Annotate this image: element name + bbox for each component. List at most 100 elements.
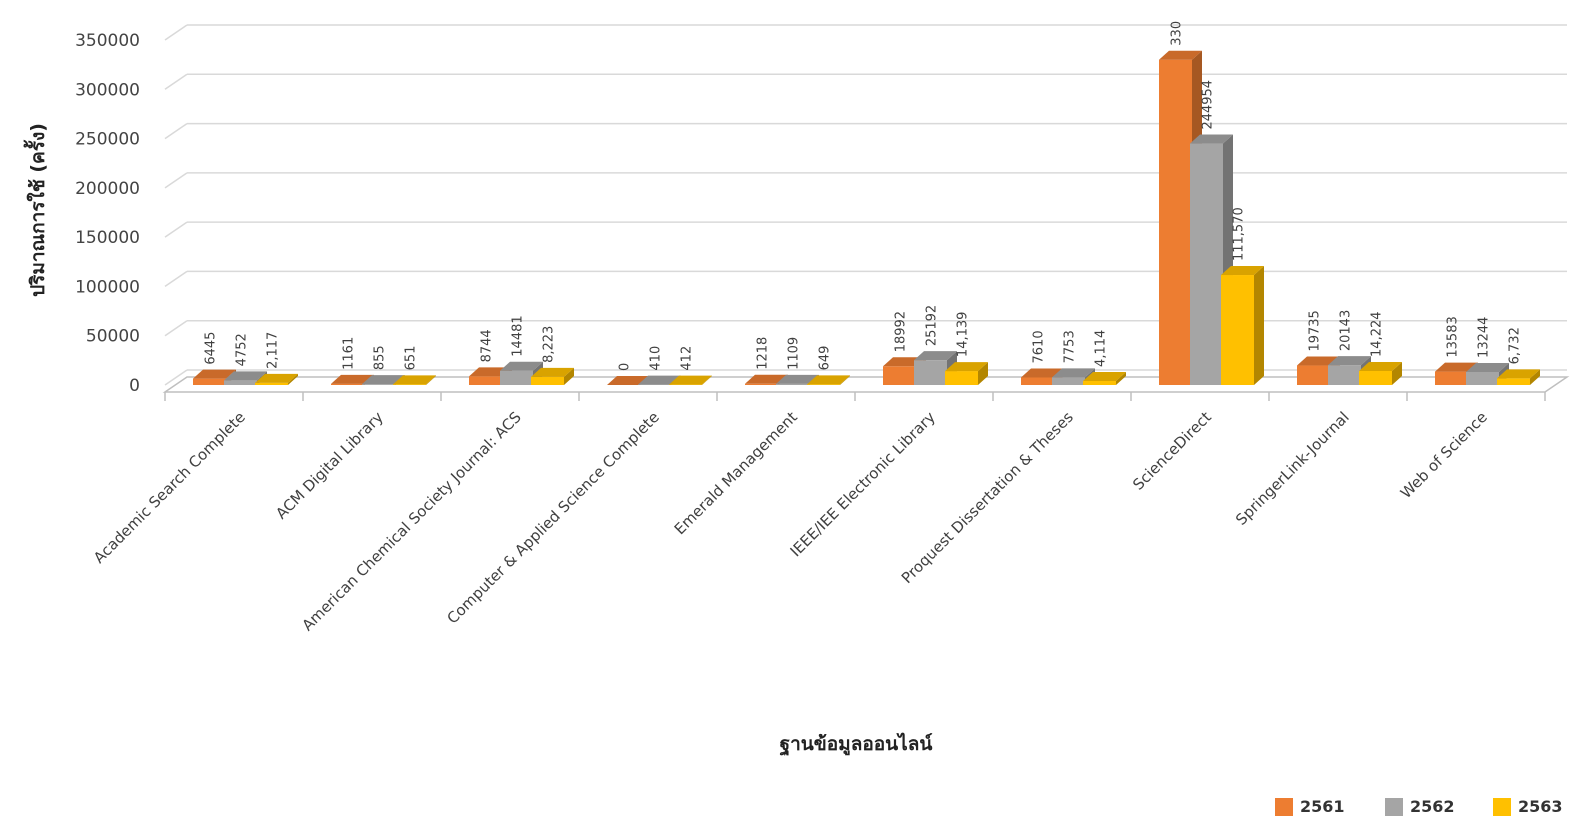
data-label: 1109 [787, 337, 802, 370]
data-label: 14,224 [1370, 311, 1385, 357]
bar-front [1021, 377, 1054, 385]
data-label: 20143 [1339, 310, 1354, 351]
y-tick-label: 0 [129, 376, 140, 396]
bar-front [1466, 371, 1499, 385]
y-tick-label: 350000 [75, 31, 140, 51]
bar-front [883, 366, 916, 385]
bar-side [288, 373, 298, 385]
bar-top [807, 375, 850, 385]
y-tick-label: 250000 [75, 130, 140, 150]
gridline-wall [164, 73, 188, 90]
gridlines [164, 24, 1567, 386]
legend-item: 2561 [1275, 797, 1345, 816]
legend-item: 2563 [1493, 797, 1563, 816]
bar-top [745, 374, 788, 384]
bar-side [1392, 361, 1402, 385]
bar-front [1190, 143, 1223, 385]
x-tick-label: Academic Search Complete [90, 408, 249, 567]
bar [669, 375, 712, 385]
bar [945, 362, 988, 385]
bar-front [469, 376, 502, 385]
bar-front [500, 370, 533, 385]
bar-front [1328, 365, 1361, 385]
bar-top [1221, 266, 1264, 276]
data-label: 0 [618, 363, 633, 371]
bar-side [1530, 369, 1540, 385]
bar [807, 375, 850, 385]
bar-front [362, 384, 395, 385]
data-label: 14,139 [956, 312, 971, 358]
bar-side [702, 375, 712, 385]
bar-top [224, 371, 267, 381]
legend-label: 2562 [1410, 797, 1455, 816]
data-label: 13583 [1446, 316, 1461, 357]
chart-floor [162, 376, 1570, 393]
axes [162, 376, 1570, 401]
bar-front [531, 376, 564, 385]
bar-side [564, 367, 574, 385]
data-label: 19735 [1308, 310, 1323, 351]
data-label: 1218 [756, 337, 771, 370]
data-label: 14481 [511, 315, 526, 356]
legend-item: 2562 [1385, 797, 1455, 816]
bar-front [745, 383, 778, 385]
legend-swatch [1275, 798, 1293, 816]
bar-top [1328, 356, 1371, 366]
x-tick-label: ACM Digital Library [272, 408, 387, 523]
x-tick-label: Computer & Applied Science Complete [444, 408, 663, 627]
bar-side [1254, 266, 1264, 385]
bar-top [1190, 134, 1233, 144]
bar [255, 373, 298, 385]
bar-front [776, 383, 809, 385]
gridline-wall [164, 221, 188, 238]
bar [1221, 266, 1264, 385]
data-label: 2,117 [266, 332, 281, 369]
bar-top [945, 362, 988, 372]
bar-front [1359, 370, 1392, 385]
data-label: 111,570 [1232, 207, 1247, 261]
bar [531, 367, 574, 385]
bar [393, 375, 436, 385]
bar-front [255, 382, 288, 385]
x-tick-label: ScienceDirect [1129, 408, 1215, 494]
data-label: 4,114 [1094, 330, 1109, 367]
legend-swatch [1385, 798, 1403, 816]
bar [1497, 369, 1540, 385]
data-label: 18992 [894, 311, 909, 352]
x-tick-label: American Chemical Society Journal: ACS [298, 408, 524, 634]
data-labels: 6445 1161 8744 0 1218 18992 7610 330 19735 13583 4… [204, 21, 1523, 371]
gridline-wall [164, 122, 188, 140]
bar-top [638, 375, 681, 385]
gridline-wall [164, 320, 188, 337]
bar-top [362, 375, 405, 385]
data-label: 649 [818, 346, 833, 371]
bar-front [224, 380, 257, 385]
bar-top [1297, 356, 1340, 366]
bar-side [840, 375, 850, 385]
data-label: 13244 [1477, 317, 1492, 358]
data-label: 651 [404, 346, 419, 371]
bar-top [607, 376, 650, 385]
x-tick-label: Emerald Management [671, 408, 801, 538]
bar [1359, 361, 1402, 385]
bar-top [1083, 371, 1126, 381]
data-label: 855 [373, 345, 388, 370]
y-tick-label: 50000 [86, 327, 140, 347]
bar-top [669, 375, 712, 385]
data-label: 412 [680, 346, 695, 371]
bar-top [1359, 361, 1402, 371]
data-label: 7610 [1032, 330, 1047, 363]
legend-label: 2561 [1300, 797, 1345, 816]
data-label: 410 [649, 346, 664, 371]
y-axis-title: ปริมาณการใช้ (ครั้ง) [23, 123, 49, 297]
bar-side [978, 362, 988, 385]
bar-front [807, 384, 840, 385]
bar-top [500, 361, 543, 371]
bar-front [1497, 378, 1530, 385]
bar-front [193, 378, 226, 385]
bar-side [426, 375, 436, 385]
data-label: 8,223 [542, 326, 557, 363]
x-axis-title: ฐานข้อมูลออนไลน์ [780, 732, 933, 757]
bar-front [1159, 59, 1192, 385]
y-axis-ticks: 0 50000 100000 150000 200000 250000 300000 3500… [75, 31, 140, 396]
